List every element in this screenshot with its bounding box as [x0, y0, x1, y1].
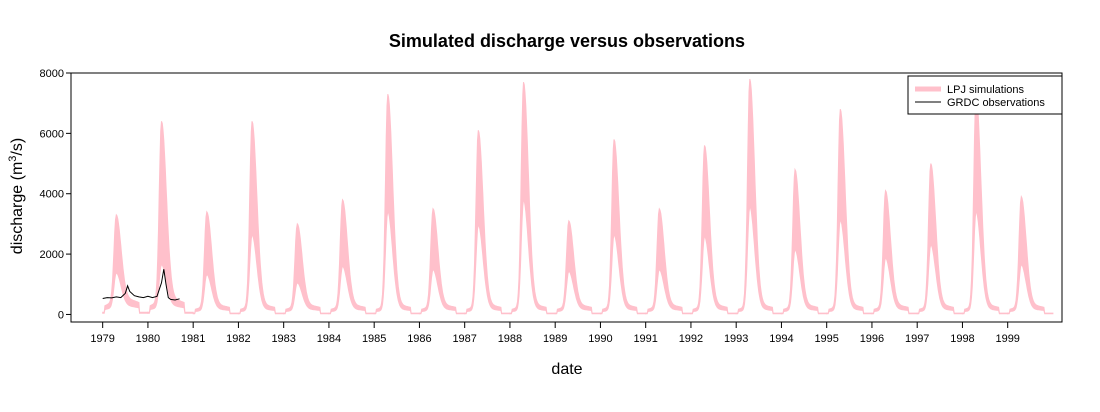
y-tick-label: 4000 — [40, 189, 64, 201]
x-axis-title: date — [551, 361, 582, 378]
x-tick-label: 1985 — [362, 333, 386, 345]
legend-label-observation: GRDC observations — [947, 97, 1045, 109]
x-tick-label: 1986 — [407, 333, 431, 345]
simulation-band-year-1998 — [961, 93, 1009, 315]
x-tick-label: 1987 — [452, 333, 476, 345]
simulation-band-year-1999 — [1007, 195, 1054, 315]
simulation-band-year-1986 — [418, 207, 466, 315]
x-tick-label: 1993 — [724, 333, 748, 345]
x-tick-label: 1983 — [271, 333, 295, 345]
simulation-band-year-1979 — [102, 213, 149, 314]
observation-series-line — [102, 269, 180, 301]
y-tick-label: 6000 — [40, 128, 64, 140]
x-tick-label: 1981 — [181, 333, 205, 345]
y-axis-title-tail: /s) — [9, 138, 26, 156]
y-tick-label: 2000 — [40, 249, 64, 261]
x-tick-label: 1989 — [543, 333, 567, 345]
simulation-band-year-1980 — [147, 121, 194, 314]
x-tick-label: 1994 — [769, 333, 793, 345]
legend-label-simulation: LPJ simulations — [947, 84, 1025, 96]
simulation-band-year-1985 — [373, 93, 420, 315]
y-axis-title-main: discharge (m — [9, 162, 26, 254]
y-axis-title: discharge (m3/s) — [7, 138, 26, 254]
simulation-band-year-1982 — [237, 121, 285, 315]
simulation-band-year-1989 — [554, 219, 601, 315]
y-axis-title-superscript: 3 — [7, 156, 19, 162]
chart-title: Simulated discharge versus observations — [389, 31, 745, 51]
simulation-band-year-1996 — [871, 189, 918, 315]
x-tick-label: 1990 — [588, 333, 612, 345]
x-tick-label: 1984 — [317, 333, 341, 345]
simulation-band-year-1983 — [283, 222, 330, 315]
simulation-band-year-1981 — [192, 210, 239, 315]
simulation-band-year-1984 — [328, 198, 375, 315]
simulation-band-year-1987 — [464, 130, 511, 315]
x-axis: 1979 1980 1981 1982 1983 1984 1985 1986 1987 1988… — [90, 321, 1020, 345]
simulation-band-year-1992 — [690, 145, 737, 315]
x-tick-label: 1988 — [498, 333, 522, 345]
y-axis: 0 2000 4000 6000 8000 — [40, 68, 72, 321]
simulation-band-year-1990 — [599, 139, 647, 315]
x-tick-label: 1991 — [633, 333, 657, 345]
x-tick-label: 1997 — [905, 333, 929, 345]
x-tick-label: 1998 — [950, 333, 974, 345]
x-tick-label: 1999 — [995, 333, 1019, 345]
simulation-band — [102, 78, 1054, 315]
y-tick-label: 0 — [58, 309, 64, 321]
simulation-band-year-1997 — [916, 163, 963, 315]
x-tick-label: 1980 — [136, 333, 160, 345]
simulation-band-year-1988 — [509, 81, 556, 315]
simulation-band-year-1994 — [780, 167, 828, 315]
x-tick-label: 1996 — [860, 333, 884, 345]
legend-box — [907, 75, 1063, 115]
observation-line — [102, 269, 180, 301]
x-tick-label: 1995 — [814, 333, 838, 345]
simulation-band-year-1993 — [735, 78, 782, 315]
x-tick-label: 1979 — [90, 333, 114, 345]
x-tick-label: 1992 — [679, 333, 703, 345]
simulation-band-year-1991 — [645, 207, 692, 315]
y-tick-label: 8000 — [40, 68, 64, 80]
legend: LPJ simulations GRDC observations — [907, 75, 1063, 115]
x-tick-label: 1982 — [226, 333, 250, 345]
simulation-band-year-1995 — [826, 109, 873, 315]
